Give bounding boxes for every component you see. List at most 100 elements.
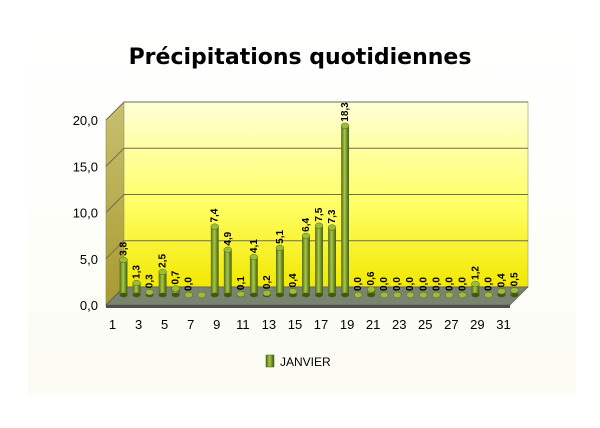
bar-top (301, 232, 311, 239)
bar-base (328, 292, 336, 298)
x-tick-label: 11 (236, 317, 250, 332)
bar (275, 244, 285, 298)
bar (510, 287, 519, 298)
x-tick-label: 1 (109, 317, 116, 332)
bar-top (445, 291, 454, 299)
legend-swatch (265, 354, 275, 368)
bar-base (302, 292, 310, 298)
data-label: 1,2 (470, 266, 481, 280)
data-label: 0,0 (457, 277, 468, 291)
bar-base (367, 292, 376, 298)
bar (145, 289, 154, 298)
data-label: 0,6 (366, 271, 377, 285)
x-tick-label: 29 (470, 317, 484, 332)
data-label: 0,5 (509, 272, 520, 286)
bar (288, 288, 298, 298)
data-label: 7,5 (314, 207, 325, 221)
bar (327, 224, 337, 298)
bar (419, 291, 428, 299)
x-tick-label: 21 (366, 317, 380, 332)
bar-top (406, 291, 415, 299)
bar-top (393, 291, 402, 299)
data-label: 0,0 (418, 277, 429, 291)
bar (314, 222, 324, 298)
bar-top (158, 268, 167, 275)
bar-base (210, 292, 219, 298)
bar-base (158, 292, 167, 298)
bar-top (471, 280, 480, 287)
data-label: 0,0 (184, 277, 195, 291)
legend-label: JANVIER (280, 355, 331, 369)
bar-top (145, 289, 154, 296)
bar-top (380, 291, 389, 299)
bar-body (132, 282, 141, 295)
y-tick-label: 15,0 (73, 159, 98, 174)
data-label: 0,0 (444, 277, 455, 291)
x-tick-label: 3 (135, 317, 142, 332)
bar-base (132, 292, 141, 298)
bar-top (223, 246, 232, 253)
y-tick-label: 0,0 (80, 298, 98, 313)
data-label: 0,0 (431, 277, 442, 291)
bar (497, 288, 506, 298)
bar-top (119, 256, 128, 263)
bar-body (158, 271, 167, 295)
bar (484, 291, 493, 299)
bar-base (471, 292, 480, 298)
bar-top (484, 291, 493, 299)
x-tick-label: 15 (288, 317, 302, 332)
bar-top (497, 288, 506, 295)
data-label: 0,4 (496, 273, 507, 287)
x-tick-label: 7 (187, 317, 194, 332)
gridline (105, 147, 528, 167)
bar (353, 291, 363, 299)
chart-title: Précipitations quotidiennes (129, 45, 472, 70)
gridline (105, 240, 528, 260)
data-label: 0,0 (379, 277, 390, 291)
x-tick-label: 27 (444, 317, 458, 332)
bar-base (223, 292, 232, 298)
data-label: 0,0 (353, 277, 364, 291)
bar (184, 291, 193, 299)
gridline (105, 101, 528, 121)
data-label: 1,3 (132, 265, 143, 279)
bar-top (432, 291, 441, 299)
bar-body (119, 259, 128, 295)
bar-body (302, 235, 310, 295)
bar-top (236, 291, 245, 298)
bar-base (315, 292, 323, 298)
bar (223, 246, 232, 298)
bar (132, 279, 141, 298)
data-label: 4,1 (249, 239, 260, 253)
data-label: 7,4 (210, 208, 221, 222)
bar-top (314, 222, 324, 229)
x-tick-label: 31 (496, 317, 510, 332)
bar-base (171, 292, 180, 298)
bar-base (510, 292, 519, 298)
bar-top (458, 291, 467, 299)
data-label: 0,0 (405, 277, 416, 291)
data-label: 3,8 (119, 242, 130, 256)
bar-top (419, 291, 428, 299)
bar-base (249, 292, 258, 298)
data-label: 0,0 (483, 277, 494, 291)
bar-top (132, 279, 141, 287)
bar-top (210, 223, 219, 230)
bar (445, 291, 454, 299)
bar (458, 291, 467, 299)
bar (340, 122, 350, 298)
bar (380, 291, 389, 299)
y-tick-label: 20,0 (73, 113, 98, 128)
bar-top (249, 254, 258, 261)
bar-body (171, 288, 180, 295)
y-tick-label: 10,0 (73, 206, 98, 221)
bar (236, 291, 245, 298)
bar-body (210, 226, 219, 295)
bar-body (223, 249, 232, 295)
bar (119, 256, 128, 298)
data-label: 0,3 (145, 274, 156, 288)
bar-top (366, 286, 376, 293)
bar-body (315, 225, 323, 295)
